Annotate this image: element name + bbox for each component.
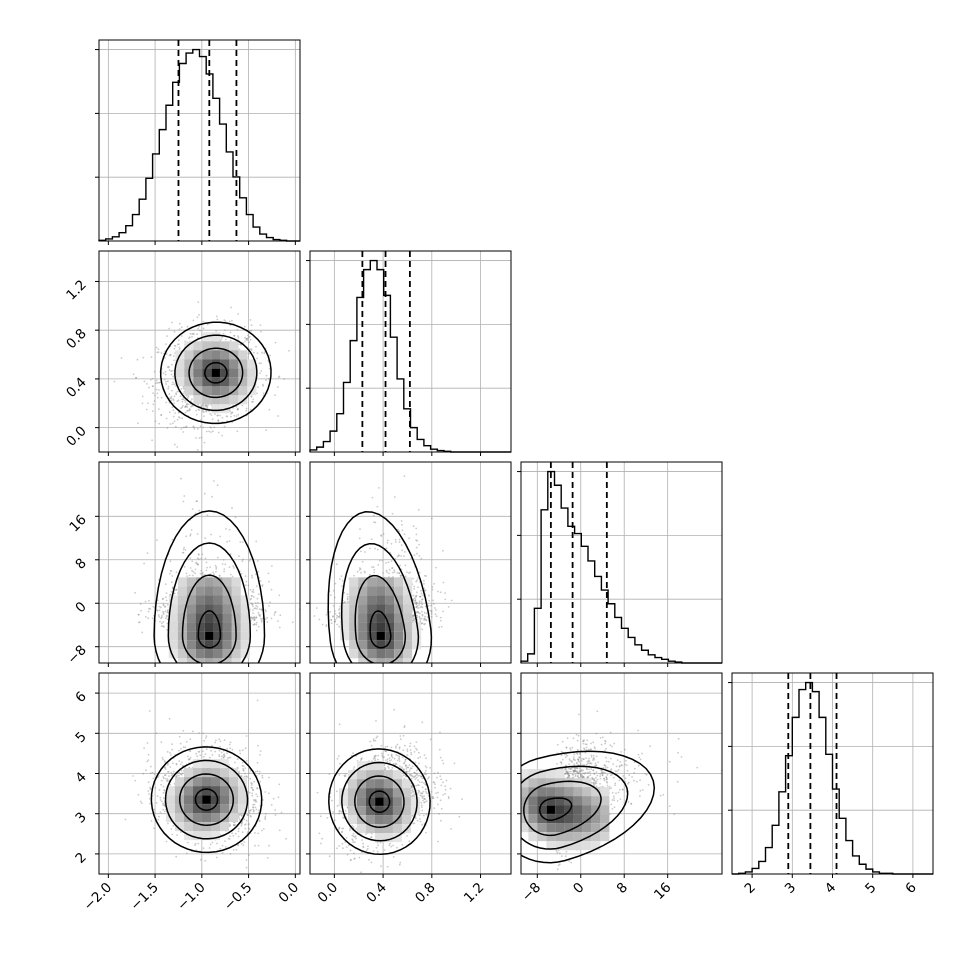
y-tick-label-3-2: 4 (72, 769, 89, 786)
scatter-panel-3-2 (520, 672, 723, 875)
scatter-panel-2-0 (98, 461, 301, 664)
density-peak-3-2 (546, 805, 555, 814)
contour-3-0-0 (150, 746, 263, 854)
y-tick-label-3-0: 2 (72, 849, 89, 866)
y-tick-label-2-3: 16 (66, 512, 89, 535)
x-tick-label-2-0: −8 (519, 880, 544, 905)
y-tick-label-3-1: 3 (72, 809, 89, 826)
density-peak-2-0 (205, 631, 214, 640)
x-tick-label-1-3: 1.2 (461, 880, 488, 907)
contour-2-0-2 (181, 574, 237, 663)
contour-3-0-2 (178, 773, 235, 827)
scatter-panel-3-1 (309, 672, 512, 875)
contour-3-2-2 (523, 780, 602, 837)
contour-2-0-0 (153, 510, 266, 663)
contour-3-1-0 (328, 748, 431, 856)
contour-1-0-3 (204, 361, 228, 384)
x-tick-label-0-2: −1.0 (174, 880, 208, 914)
contour-3-2-0 (521, 750, 656, 864)
contour-3-2-3 (538, 797, 573, 822)
density-peak-1-0 (211, 368, 220, 377)
x-tick-label-3-3: 5 (862, 880, 879, 897)
x-tick-label-0-3: −0.5 (221, 880, 255, 914)
y-tick-label-1-3: 1.2 (63, 277, 90, 304)
histogram-panel-0 (95, 39, 301, 242)
contour-3-1-3 (368, 790, 391, 813)
y-tick-label-3-3: 5 (72, 729, 89, 746)
y-tick-label-2-1: 0 (72, 599, 89, 616)
scatter-panel-3-0 (98, 672, 301, 875)
contour-3-0-1 (164, 759, 249, 840)
histogram-step-0 (98, 48, 300, 242)
contour-3-1-2 (354, 775, 405, 828)
x-tick-label-0-0: −2.0 (81, 880, 115, 914)
y-tick-label-1-2: 0.8 (63, 326, 90, 353)
contour-2-1-3 (369, 610, 392, 649)
histogram-panel-2 (517, 461, 723, 664)
histogram-step-3 (732, 681, 933, 875)
x-tick-label-1-1: 0.4 (363, 880, 390, 907)
histogram-panel-1 (306, 250, 512, 453)
contour-1-0-0 (159, 321, 272, 425)
contour-2-0-1 (167, 542, 252, 663)
y-tick-label-2-2: 8 (72, 555, 89, 572)
contour-3-1-1 (341, 761, 418, 842)
contour-3-2-1 (521, 765, 629, 850)
scatter-panel-1-0 (98, 250, 301, 453)
y-tick-label-2-0: −8 (64, 642, 89, 667)
y-tick-label-1-0: 0.0 (63, 423, 90, 450)
density-peak-3-1 (375, 797, 384, 806)
density-peak-3-0 (202, 795, 211, 804)
x-tick-label-3-1: 3 (782, 880, 799, 897)
x-tick-label-2-2: 8 (614, 880, 631, 897)
contour-2-1-0 (327, 511, 433, 663)
contour-1-0-1 (174, 334, 258, 412)
contour-2-0-3 (197, 610, 222, 649)
density-peak-2-1 (376, 631, 385, 640)
x-tick-label-1-0: 0.0 (315, 880, 342, 907)
y-tick-label-1-1: 0.4 (63, 374, 90, 401)
x-tick-label-1-2: 0.8 (412, 880, 439, 907)
x-tick-label-0-1: −1.5 (127, 880, 161, 914)
x-tick-label-0-4: 0.0 (276, 880, 303, 907)
x-tick-label-3-4: 6 (902, 880, 919, 897)
contour-1-0-2 (188, 347, 244, 399)
x-tick-label-3-2: 4 (822, 880, 839, 897)
x-tick-label-2-1: 0 (570, 880, 587, 897)
histogram-panel-3 (728, 672, 934, 875)
y-tick-label-3-4: 6 (72, 689, 89, 706)
x-tick-label-2-3: 16 (651, 880, 674, 903)
contour-2-1-2 (354, 574, 407, 663)
x-tick-label-3-0: 2 (742, 880, 759, 897)
contour-2-1-1 (340, 542, 420, 663)
scatter-panel-2-1 (309, 461, 512, 664)
histogram-step-2 (520, 470, 722, 664)
contour-3-0-3 (194, 788, 219, 811)
